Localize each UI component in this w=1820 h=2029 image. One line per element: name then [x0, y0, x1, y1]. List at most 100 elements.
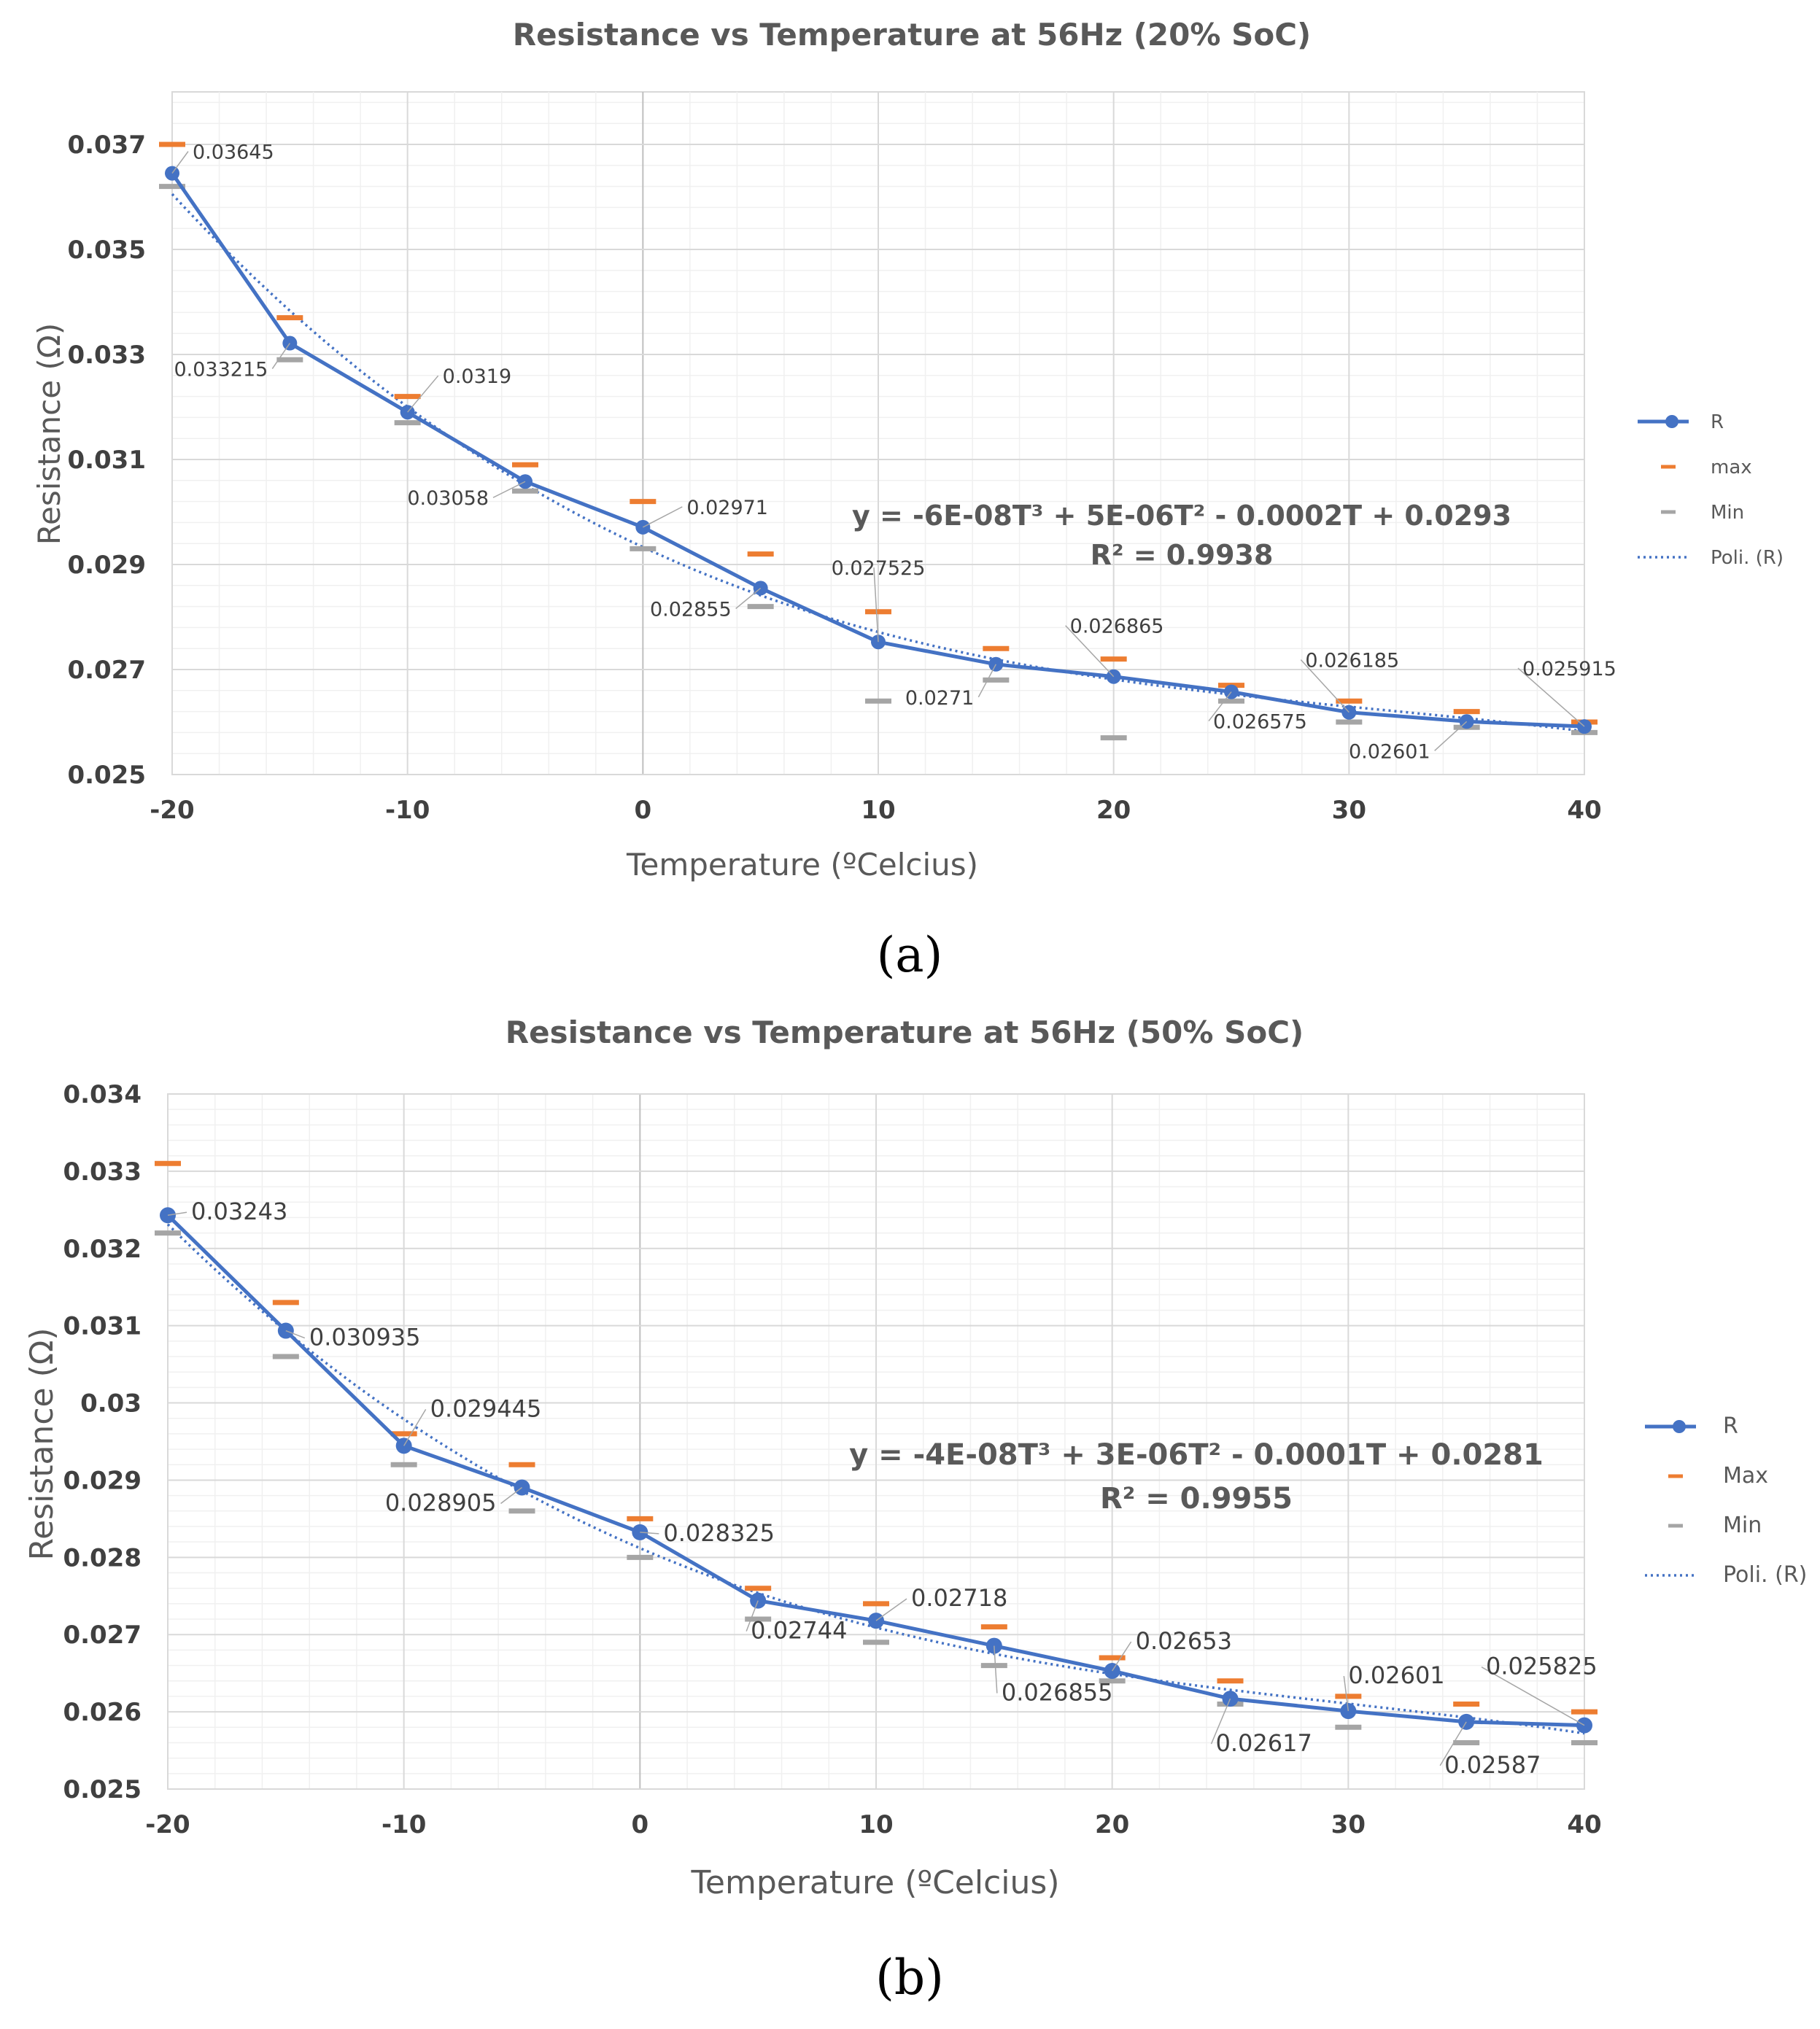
data-label-leader	[1208, 691, 1232, 722]
data-label: 0.02855	[650, 598, 732, 621]
legend-label: R	[1711, 411, 1724, 433]
y-tick-label: 0.032	[63, 1235, 142, 1264]
x-tick-label: 30	[1331, 1810, 1366, 1839]
legend-label: Poli. (R)	[1711, 547, 1784, 569]
chart-b-max-markers	[155, 1160, 1598, 1715]
x-tick-label: 10	[861, 796, 895, 825]
y-tick-label: 0.028	[63, 1543, 142, 1572]
data-label: 0.030935	[309, 1324, 421, 1351]
y-tick-label: 0.025	[63, 1775, 142, 1804]
data-label-leader	[875, 1598, 907, 1621]
y-tick-label: 0.027	[63, 1621, 142, 1650]
chart-b-min-markers	[155, 1230, 1598, 1745]
y-tick-label: 0.025	[67, 761, 146, 790]
data-label-leader	[977, 664, 996, 698]
legend-point-swatch	[1673, 1420, 1686, 1433]
data-label-leader	[492, 481, 526, 498]
y-tick-label: 0.035	[67, 236, 146, 265]
x-tick-label: 0	[634, 796, 651, 825]
data-label: 0.02601	[1349, 740, 1430, 763]
chart-a-gridlines	[171, 92, 1585, 775]
data-label-leader	[1439, 1721, 1467, 1766]
x-tick-label: 10	[859, 1810, 893, 1839]
data-label-leader	[1065, 625, 1115, 678]
y-tick-label: 0.033	[67, 341, 146, 370]
legend-label: Poli. (R)	[1723, 1562, 1807, 1588]
chart-b-y-ticks: 0.025 0.026 0.027 0.028 0.029 0.03 0.031 0.032 0…	[63, 1080, 142, 1804]
chart-a-r-squared: R² = 0.9938	[1091, 539, 1274, 571]
data-label-leader	[403, 1408, 427, 1446]
data-label: 0.02718	[911, 1584, 1007, 1612]
caption-b: (b)	[875, 1950, 944, 2006]
data-label-leader	[1434, 721, 1468, 751]
data-label: 0.02653	[1136, 1627, 1232, 1655]
chart-b-legend: R Max Min Poli. (R)	[1645, 1413, 1807, 1588]
x-tick-label: 40	[1567, 796, 1601, 825]
chart-a-y-ticks: 0.025 0.027 0.029 0.031 0.033 0.035 0.037	[67, 131, 146, 790]
data-label-leader	[640, 1532, 659, 1535]
data-label: 0.028325	[663, 1519, 775, 1547]
data-label: 0.03243	[191, 1198, 287, 1225]
data-label: 0.02744	[751, 1617, 847, 1645]
chart-a-x-ticks: -20 -10 0 10 20 30 40	[150, 796, 1601, 825]
data-label-leader	[167, 1211, 187, 1216]
data-label: 0.027525	[832, 557, 926, 580]
legend-label: Max	[1723, 1463, 1768, 1489]
data-label: 0.028905	[385, 1489, 497, 1517]
chart-a-title: Resistance vs Temperature at 56Hz (20% S…	[513, 17, 1311, 53]
legend-item: Poli. (R)	[1638, 547, 1784, 569]
data-label: 0.03645	[193, 141, 274, 164]
data-label-leader	[746, 1600, 759, 1632]
data-label-leader	[500, 1486, 522, 1505]
chart-a-y-axis-label: Resistance (Ω)	[31, 323, 67, 546]
data-label-leader	[271, 343, 290, 369]
data-label-leader	[1481, 1666, 1585, 1726]
data-label-leader	[1112, 1641, 1132, 1672]
y-tick-label: 0.026	[63, 1698, 142, 1727]
chart-b-equation: y = -4E-08T³ + 3E-06T² - 0.0001T + 0.028…	[849, 1438, 1544, 1472]
data-label: 0.02617	[1216, 1729, 1312, 1757]
data-label: 0.0319	[443, 365, 511, 388]
data-label-leader	[1300, 659, 1349, 713]
x-tick-label: 20	[1096, 796, 1131, 825]
data-label: 0.026185	[1305, 650, 1399, 672]
data-label: 0.026575	[1213, 711, 1307, 734]
y-tick-label: 0.029	[63, 1466, 142, 1495]
x-tick-label: 20	[1095, 1810, 1129, 1839]
chart-b-gridlines	[167, 1093, 1585, 1790]
data-label-leader	[873, 567, 879, 643]
legend-item: Max	[1668, 1463, 1768, 1489]
x-tick-label: -20	[145, 1810, 190, 1839]
data-label: 0.02971	[686, 497, 768, 519]
x-tick-label: 0	[631, 1810, 648, 1839]
x-tick-label: -20	[150, 796, 194, 825]
data-label: 0.029445	[430, 1394, 542, 1422]
legend-item: Min	[1661, 502, 1744, 524]
data-label: 0.025915	[1522, 658, 1616, 680]
legend-label: Min	[1711, 502, 1744, 524]
data-label: 0.02587	[1444, 1751, 1541, 1779]
legend-item: R	[1638, 411, 1724, 433]
chart-a-x-axis-label: Temperature (ºCelcius)	[626, 847, 978, 882]
chart-b: Resistance vs Temperature at 56Hz (50% S…	[23, 1014, 1807, 2006]
chart-b-y-axis-label: Resistance (Ω)	[23, 1327, 61, 1560]
legend-label: R	[1723, 1413, 1738, 1439]
y-tick-label: 0.03	[80, 1389, 142, 1419]
x-tick-label: 30	[1332, 796, 1366, 825]
caption-a: (a)	[877, 927, 943, 983]
chart-b-data-labels: 0.03243 0.030935 0.029445 0.028905 0.028325 0…	[167, 1198, 1598, 1779]
legend-label: max	[1711, 457, 1752, 478]
data-label: 0.033215	[174, 359, 268, 381]
chart-b-x-ticks: -20 -10 0 10 20 30 40	[145, 1810, 1601, 1839]
data-label-leader	[285, 1330, 306, 1339]
data-label-leader	[1517, 667, 1585, 727]
legend-point-swatch	[1665, 415, 1678, 428]
data-label: 0.02601	[1348, 1661, 1444, 1689]
data-label: 0.025825	[1486, 1653, 1598, 1680]
data-label: 0.026855	[1002, 1679, 1113, 1707]
data-label-leader	[171, 151, 189, 174]
y-tick-label: 0.033	[63, 1157, 142, 1187]
x-tick-label: 40	[1567, 1810, 1601, 1839]
